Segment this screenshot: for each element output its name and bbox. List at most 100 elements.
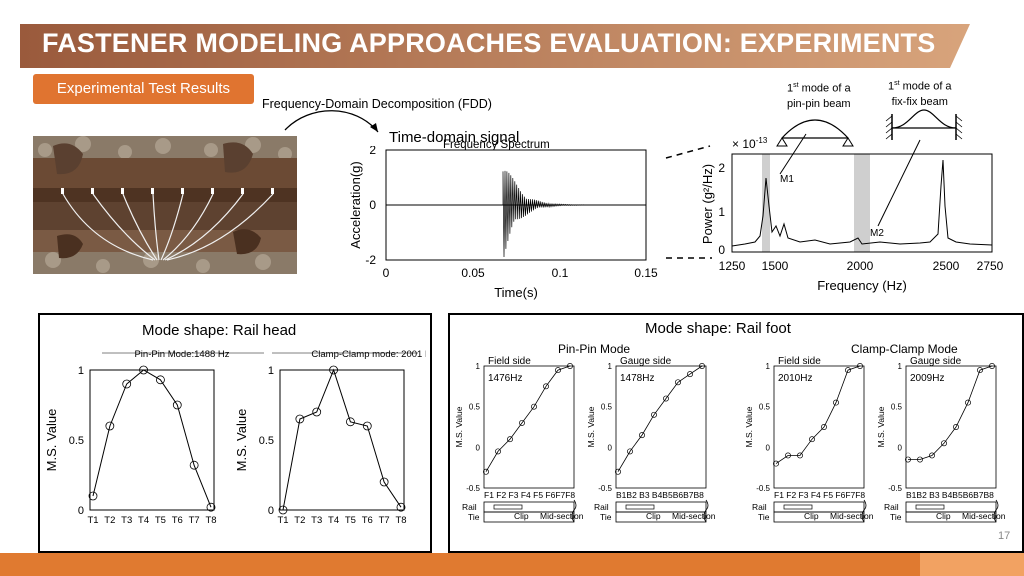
rf-point [965, 399, 971, 406]
rf-side-label: Gauge side [910, 356, 962, 367]
rf-clip-schematic [783, 504, 813, 510]
rh-point [206, 502, 216, 512]
rf-point [833, 399, 839, 406]
rf-mid-label: Mid-section [830, 511, 874, 521]
rf-point [675, 379, 681, 386]
td-xtick: 0 [383, 266, 390, 280]
rh-ylabel: M.S. Value [44, 409, 59, 472]
rf-point [615, 468, 621, 475]
rh-point [156, 375, 165, 385]
rf-break-icon [861, 499, 867, 523]
rf-ylabel: M.S. Value [876, 406, 886, 447]
rf-ylabel: M.S. Value [586, 406, 596, 447]
rf-ytick: 1 [766, 362, 771, 371]
rf-ytick: 0.5 [759, 403, 771, 412]
rh-axes-box [89, 369, 215, 511]
rf-rail-label: Rail [462, 502, 477, 512]
spec-xlabel: Frequency (Hz) [817, 278, 907, 293]
rh-point [122, 379, 132, 389]
rf-pin-field-chart: 1 0.5 0 -0.5 M.S. Value Field side 1476Hz F1 F2… [454, 356, 584, 523]
rf-clip-schematic [625, 504, 655, 510]
rh-xtick: T4 [138, 515, 149, 526]
m1-band [762, 154, 770, 252]
rh-xtick: T1 [277, 515, 288, 526]
footer-bar [0, 553, 1024, 576]
rf-frequency: 1478Hz [620, 373, 654, 384]
spec-xtick: 1250 [719, 259, 746, 273]
rh-xtick: T2 [294, 515, 305, 526]
curved-arrow-icon [284, 110, 379, 133]
rail-head-title: Mode shape: Rail head [142, 322, 297, 339]
frequency-spectrum-chart: × 10-13 2 1 0 1250 1500 2000 2500 2750 F… [700, 133, 1004, 293]
rh-left-title: Pin-Pin Mode:1488 Hz [134, 349, 229, 360]
rh-point [346, 417, 355, 427]
rf-point [785, 452, 791, 459]
rf-point [639, 432, 645, 439]
rh-xtick: T7 [379, 515, 390, 526]
fix-fix-beam-icon [885, 109, 963, 140]
rf-ytick: -0.5 [466, 484, 480, 493]
rf-tie-label: Tie [758, 512, 770, 522]
td-ytick: 0 [369, 198, 376, 212]
rf-clip-label: Clip [514, 511, 529, 521]
rh-xtick: T1 [87, 515, 98, 526]
fdd-label: Frequency-Domain Decomposition (FDD) [262, 97, 492, 111]
rh-xtick: T5 [345, 515, 356, 526]
rf-ytick: 1 [608, 362, 613, 371]
rf-clip-schematic [493, 504, 523, 510]
rf-point [989, 363, 995, 369]
frequency-spectrum-overlay-title: Frequency Spectrum [443, 139, 550, 151]
rf-point [555, 367, 561, 374]
rf-clamp-title: Clamp-Clamp Mode [851, 342, 958, 356]
rf-line [775, 365, 861, 464]
rf-point [905, 456, 911, 463]
rf-point [929, 452, 935, 459]
rf-ytick: -0.5 [888, 484, 902, 493]
spec-ytick: 2 [718, 161, 725, 175]
rf-point [857, 363, 863, 369]
rf-point [941, 440, 947, 447]
rf-point [507, 436, 513, 443]
rail-head-charts: Pin-Pin Mode:1488 Hz Clamp-Clamp mode: 2… [44, 349, 426, 526]
rf-side-label: Field side [488, 356, 531, 367]
rf-point [567, 363, 573, 369]
spec-xtick: 2000 [847, 259, 874, 273]
rh-point [88, 491, 98, 501]
rh-ytick: 0 [78, 505, 84, 517]
rh-axes-box [279, 369, 405, 511]
page-number: 17 [998, 530, 1011, 542]
td-ytick: -2 [365, 253, 376, 267]
rf-ytick: 0 [476, 443, 481, 452]
rh-ytick: 0 [268, 505, 274, 517]
rf-ytick: 0.5 [601, 403, 613, 412]
rf-point [953, 424, 959, 430]
rf-ytick: 0 [608, 443, 613, 452]
rf-point [663, 395, 669, 402]
rh-pin-pin-chart: 1 0.5 0 M.S. Value T1 T2 T3 T4 T5 T6 T7 T8 [44, 365, 217, 526]
rh-point [295, 414, 305, 424]
spectrum-trace [731, 159, 993, 247]
rh-xtick: T6 [172, 515, 183, 526]
spec-xtick: 2750 [977, 259, 1004, 273]
rh-clamp-clamp-chart: 1 0.5 0 M.S. Value T1 T2 T3 T4 T5 T6 T7 T8 [234, 365, 407, 526]
spec-ytick: 1 [718, 205, 725, 219]
rf-ytick: 0.5 [469, 403, 481, 412]
rf-axes-box [905, 365, 997, 489]
rh-point [172, 400, 182, 410]
rf-point [977, 367, 983, 374]
rf-ytick: 0.5 [891, 403, 903, 412]
rf-pin-gauge-chart: 1 0.5 0 -0.5 M.S. Value Gauge side 1478Hz B1B2 … [586, 356, 716, 523]
rh-point [379, 477, 389, 487]
rf-xticks: B1B2 B3 B4B5B6B7B8 [616, 490, 704, 500]
rf-point [821, 424, 827, 430]
rf-ylabel: M.S. Value [454, 406, 464, 447]
rf-tie-schematic [773, 511, 865, 523]
td-ylabel: Acceleration(g) [348, 161, 363, 248]
rf-tie-schematic [615, 511, 707, 523]
rf-ytick: 1 [898, 362, 903, 371]
m1-label: M1 [780, 174, 794, 185]
time-domain-title: Time-domain signal [389, 129, 520, 146]
rf-point [627, 448, 633, 455]
rh-point [362, 421, 372, 431]
rf-ytick: 1 [476, 362, 481, 371]
